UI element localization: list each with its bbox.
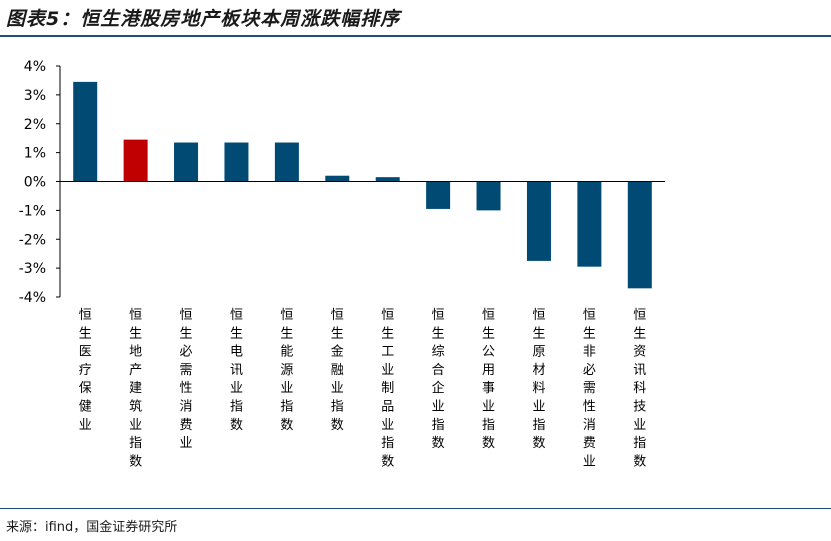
- source-note: 来源：ifind，国金证券研究所: [6, 516, 177, 535]
- bar: [174, 143, 198, 182]
- bar: [527, 182, 551, 261]
- x-category-label: 恒生资讯科技业指数: [633, 308, 646, 469]
- y-tick-label: -2%: [19, 232, 46, 248]
- x-category-label: 恒生医疗保健业: [79, 308, 92, 433]
- y-tick-label: 0%: [24, 175, 46, 191]
- bar: [376, 177, 400, 181]
- x-category-label: 恒生综合企业指数: [432, 308, 445, 451]
- bar: [577, 182, 601, 267]
- y-tick-label: 4%: [24, 59, 46, 75]
- bar: [477, 182, 501, 211]
- x-category-label: 恒生能源业指数: [280, 308, 293, 433]
- x-category-label: 恒生地产建筑业指数: [129, 308, 142, 469]
- y-tick-label: -4%: [19, 290, 46, 306]
- bar: [124, 140, 148, 182]
- x-category-label: 恒生公用事业指数: [482, 308, 495, 451]
- y-tick-label: 1%: [24, 146, 46, 162]
- x-category-label: 恒生原材料业指数: [532, 308, 545, 451]
- x-category-label: 恒生非必需性消费业: [583, 308, 596, 469]
- x-category-label: 恒生工业制品业指数: [381, 308, 394, 469]
- bar: [73, 82, 97, 182]
- bar: [325, 176, 349, 182]
- y-tick-label: 3%: [24, 88, 46, 104]
- y-tick-label: -3%: [19, 261, 46, 277]
- x-category-label: 恒生必需性消费业: [180, 308, 193, 451]
- bar: [628, 182, 652, 289]
- bar: [224, 143, 248, 182]
- bar: [426, 182, 450, 209]
- bottom-rule: [0, 508, 831, 509]
- x-category-label: 恒生金融业指数: [331, 308, 344, 433]
- x-category-label: 恒生电讯业指数: [230, 308, 243, 433]
- y-tick-label: -1%: [19, 203, 46, 219]
- bar: [275, 143, 299, 182]
- y-tick-label: 2%: [24, 117, 46, 133]
